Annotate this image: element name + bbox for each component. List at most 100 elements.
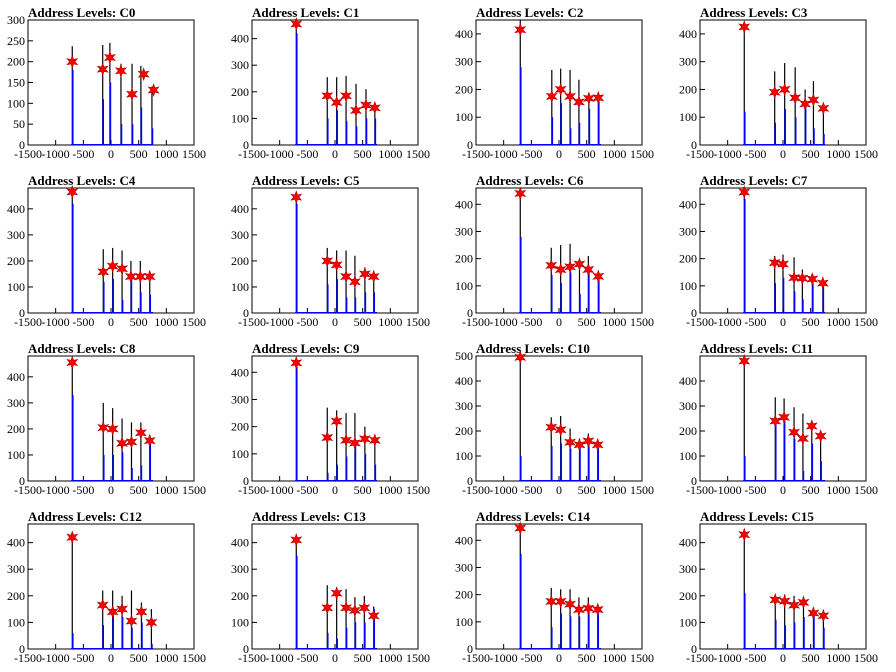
y-tick-label: 100 (679, 615, 697, 629)
panel-c7: Address Levels: C7 0 100 200 300 400 -1500 -100… (679, 173, 878, 329)
x-tick-label: -1000 (266, 651, 294, 665)
peak-marker (816, 276, 829, 291)
y-tick-label: 0 (243, 474, 249, 488)
plot-frame (699, 523, 867, 650)
x-tick-label: -1500 (462, 315, 490, 329)
peak-marker (66, 355, 79, 370)
x-tick-label: -1500 (462, 483, 490, 497)
peak-marker (348, 603, 361, 618)
x-tick-label: -1000 (42, 315, 70, 329)
y-tick-label: 0 (691, 306, 697, 320)
plot-frame (251, 355, 419, 482)
x-tick-label: 1000 (602, 315, 626, 329)
x-tick-label: 500 (354, 315, 372, 329)
x-tick-label: 0 (556, 147, 562, 161)
x-tick-label: 1000 (378, 147, 402, 161)
y-tick-label: 0 (19, 138, 25, 152)
panel-title: Address Levels: C7 (700, 173, 808, 188)
panel-title: Address Levels: C9 (252, 341, 360, 356)
y-tick-label: 400 (679, 27, 697, 41)
y-tick-label: 200 (455, 588, 473, 602)
peak-marker (788, 425, 801, 440)
x-tick-label: 1000 (378, 651, 402, 665)
x-tick-label: -1500 (686, 147, 714, 161)
peak-marker (96, 62, 109, 77)
peak-marker (778, 594, 791, 609)
y-tick-label: 200 (7, 254, 25, 268)
peak-marker (545, 89, 558, 104)
x-tick-label: 1000 (602, 651, 626, 665)
y-tick-label: 200 (455, 82, 473, 96)
y-tick-label: 400 (231, 536, 249, 550)
peak-marker (545, 420, 558, 435)
x-tick-label: -1500 (238, 651, 266, 665)
peak-marker (97, 264, 110, 279)
peak-marker (125, 435, 138, 449)
peak-marker (789, 90, 802, 105)
peak-marker (367, 269, 380, 284)
x-tick-label: 0 (332, 483, 338, 497)
peak-marker (817, 101, 830, 116)
plot-frame (699, 19, 867, 146)
peak-marker (340, 600, 353, 615)
peak-marker (321, 600, 334, 615)
peak-marker (738, 527, 751, 542)
peak-marker (97, 420, 110, 435)
plot-frame (475, 187, 643, 314)
x-tick-label: 1000 (826, 651, 850, 665)
y-tick-label: 100 (231, 447, 249, 461)
y-tick-label: 300 (7, 396, 25, 410)
peak-marker (768, 85, 781, 100)
x-tick-label: 1500 (406, 147, 430, 161)
peak-marker (738, 354, 751, 368)
peak-marker (554, 82, 567, 97)
peak-marker (769, 414, 782, 428)
y-tick-label: 300 (231, 562, 249, 576)
y-tick-label: 100 (455, 615, 473, 629)
plot-frame (251, 523, 419, 650)
y-tick-label: 200 (455, 424, 473, 438)
panel-c10: Address Levels: C10 0 100 200 300 400 500 -1500… (455, 341, 654, 497)
x-tick-label: -1000 (714, 315, 742, 329)
peak-marker (572, 602, 585, 617)
x-tick-label: 1500 (182, 651, 206, 665)
plot-frame (27, 523, 195, 650)
peak-marker (321, 254, 334, 268)
panel-c2: Address Levels: C2 0 100 200 300 400 -1500 -100… (455, 5, 654, 161)
peak-marker (106, 422, 119, 436)
y-tick-label: 400 (7, 202, 25, 216)
y-tick-label: 200 (231, 85, 249, 99)
panel-c0: Address Levels: C0 0 50 100 150 200 250 300 -150… (7, 5, 206, 161)
x-tick-label: -1000 (490, 483, 518, 497)
peak-marker (321, 88, 334, 103)
x-tick-label: 500 (130, 315, 148, 329)
peak-marker (358, 267, 371, 281)
x-tick-label: -1000 (490, 651, 518, 665)
x-tick-label: -1000 (490, 315, 518, 329)
peak-marker (514, 22, 527, 37)
y-tick-label: 300 (455, 560, 473, 574)
y-tick-label: 400 (231, 365, 249, 379)
y-tick-label: 0 (19, 642, 25, 656)
peak-marker (817, 608, 830, 623)
x-tick-label: 500 (802, 483, 820, 497)
x-tick-label: 500 (354, 651, 372, 665)
y-tick-label: 100 (679, 449, 697, 463)
x-tick-label: 500 (130, 483, 148, 497)
peak-marker (582, 601, 595, 616)
y-tick-label: 0 (467, 306, 473, 320)
peak-marker (350, 103, 363, 118)
y-tick-label: 100 (7, 615, 25, 629)
peak-marker (358, 600, 371, 615)
x-tick-label: -1000 (714, 483, 742, 497)
y-tick-label: 300 (679, 562, 697, 576)
y-tick-label: 400 (7, 370, 25, 384)
x-tick-label: 1000 (154, 651, 178, 665)
peak-marker (564, 259, 577, 274)
x-tick-label: -500 (520, 315, 542, 329)
x-tick-label: -500 (296, 315, 318, 329)
panel-c3: Address Levels: C3 0 100 200 300 400 -1500 -100… (679, 5, 878, 161)
y-tick-label: 400 (7, 536, 25, 550)
y-tick-label: 100 (679, 279, 697, 293)
peak-marker (777, 257, 789, 272)
